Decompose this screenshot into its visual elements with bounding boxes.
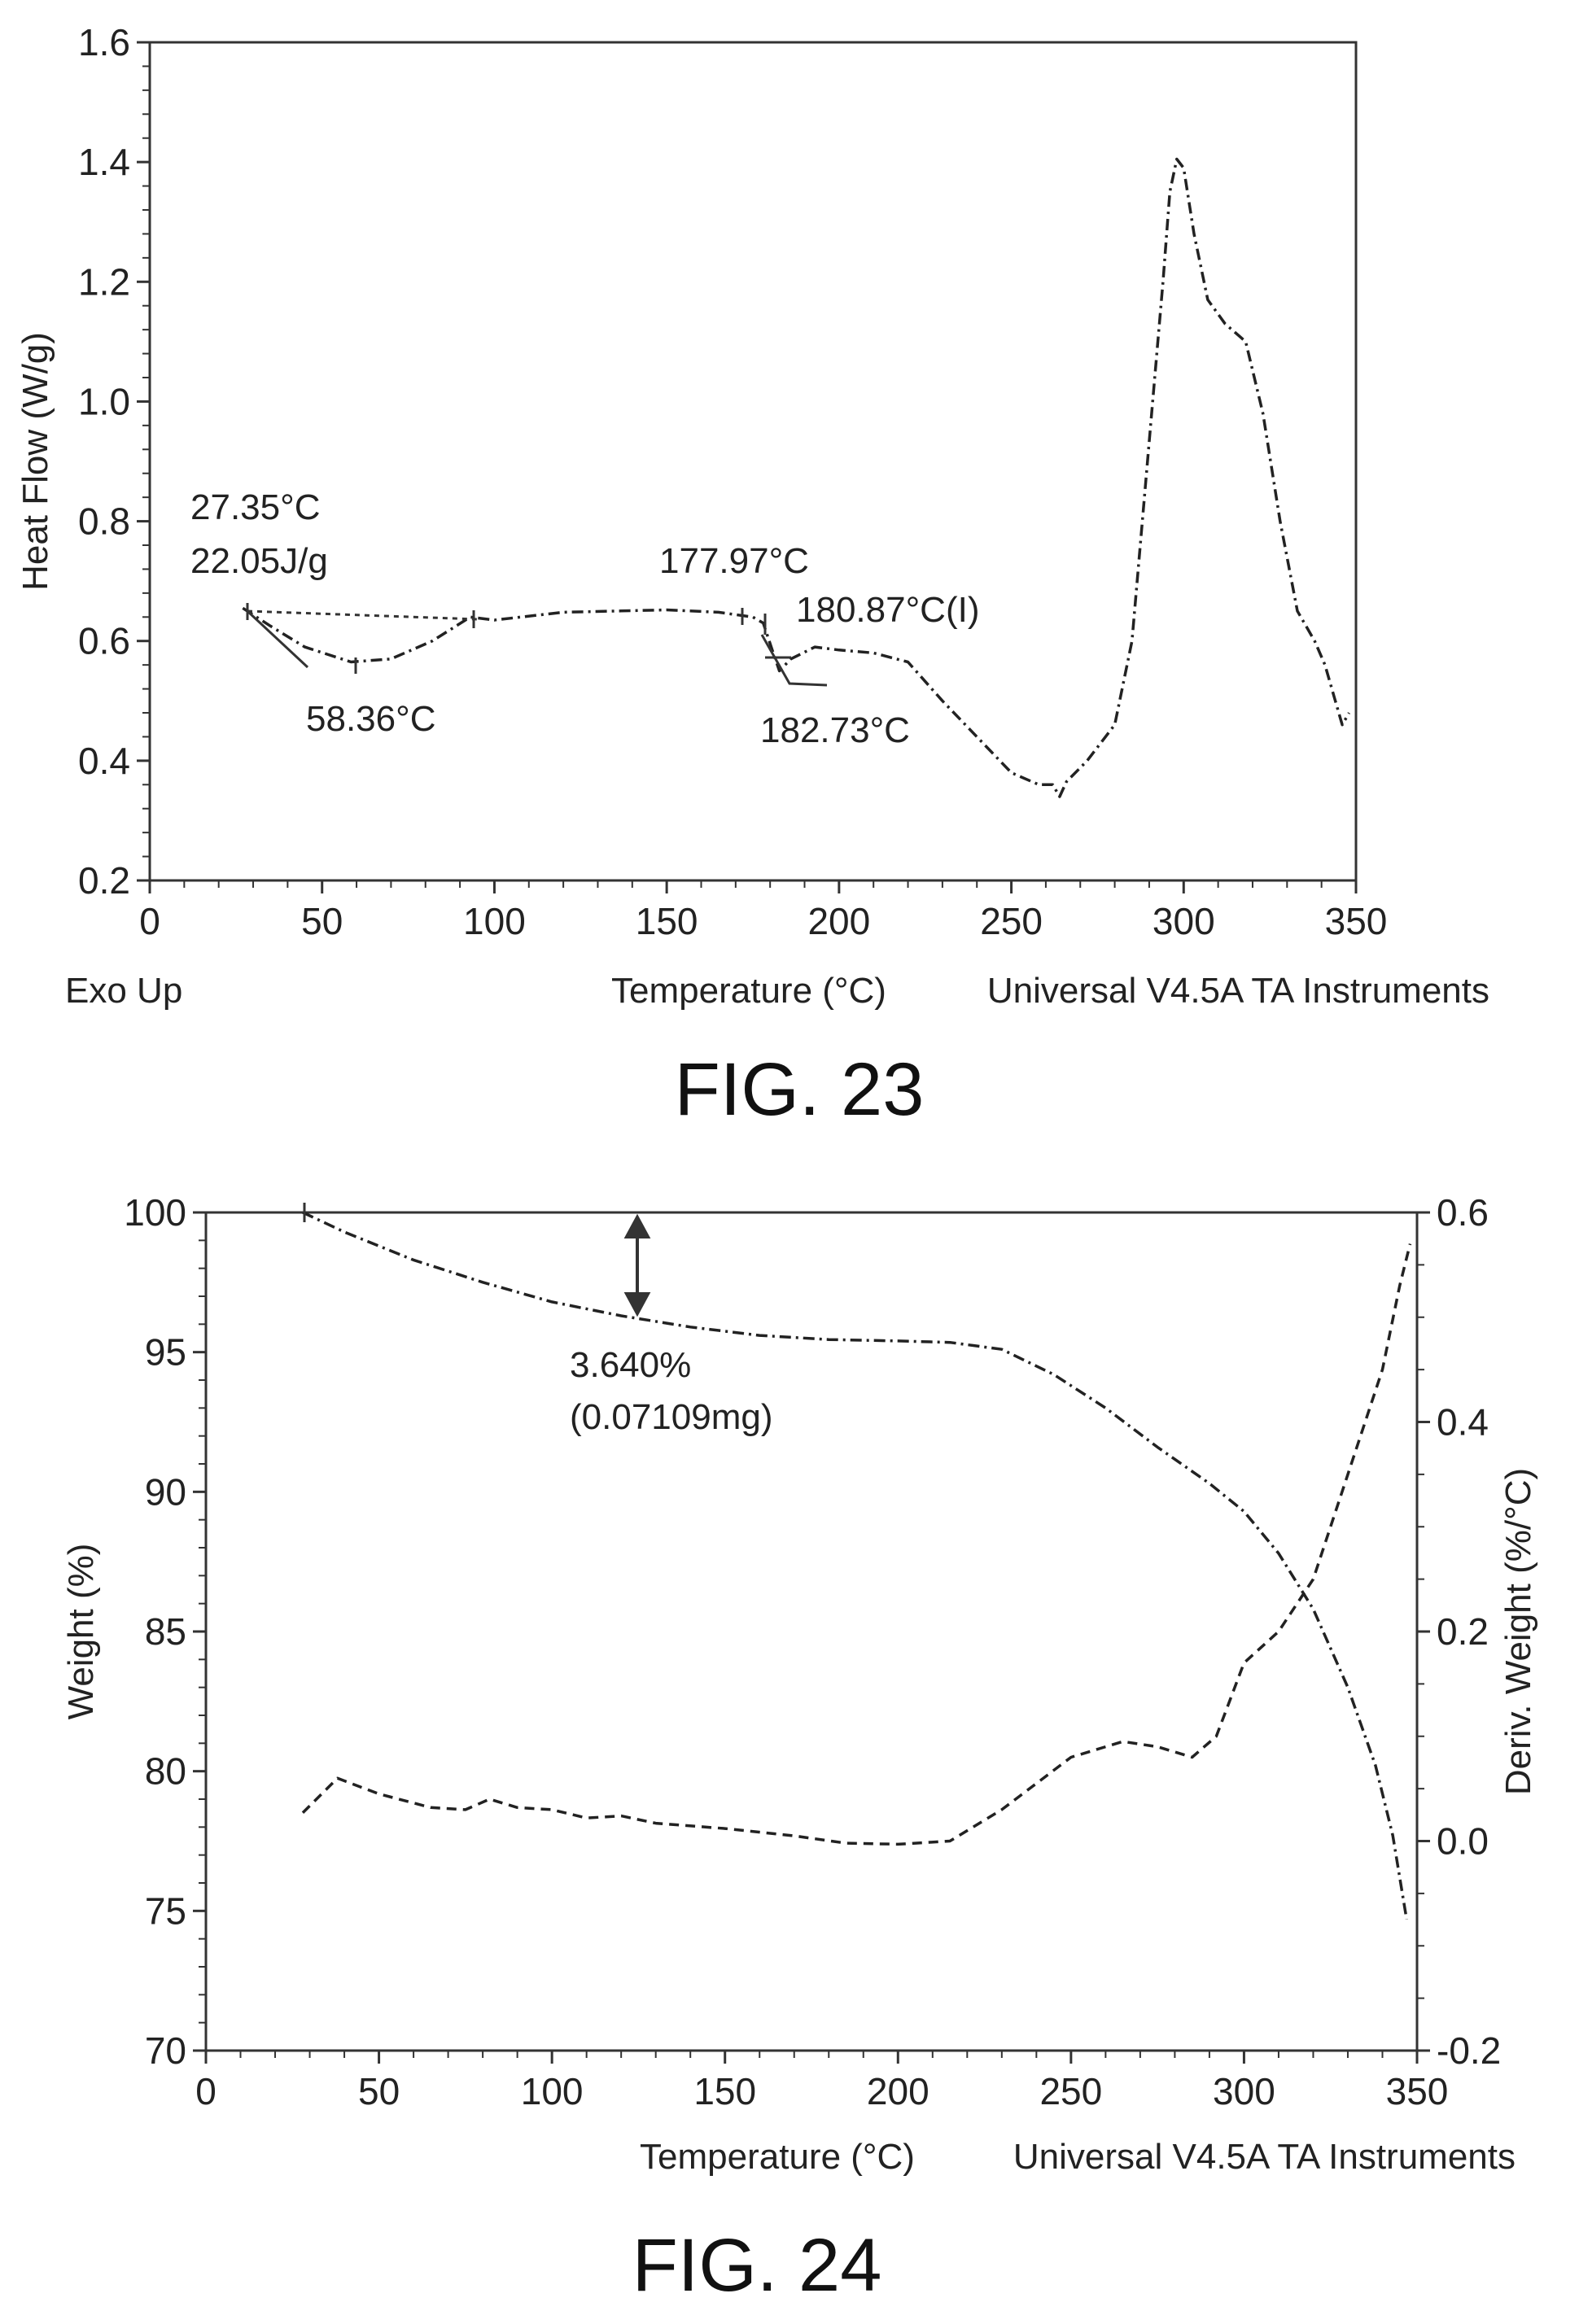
series-line-left-0: [302, 1211, 1408, 1920]
fig23-caption: FIG. 23: [675, 1048, 925, 1131]
x-tick-label: 200: [867, 2070, 929, 2112]
series-line-left-0: [242, 157, 1351, 798]
fig24-chart: 0 50 100 150 200 250 300 350 70 75 80 85 90 95 100 -0…: [61, 1191, 1538, 2307]
y2-tick-label: -0.2: [1437, 2029, 1501, 2072]
fig24-y2-axis-label: Deriv. Weight (%/°C): [1498, 1468, 1538, 1795]
fig23-annotation-inflection: 180.87°C(I): [796, 590, 979, 630]
fig23-chart: 0 50 100 150 200 250 300 350 0.2 0.4 0.6 0.8 1.0 1.2…: [15, 21, 1489, 1131]
y-tick-label: 100: [124, 1191, 186, 1234]
y-tick-label: 90: [145, 1470, 186, 1513]
fig24-weight-loss-arrow: [623, 1213, 651, 1317]
fig23-annotation-peak2: 182.73°C: [760, 710, 910, 750]
x-tick-label: 100: [521, 2070, 584, 2112]
fig23-annotation-onset2: 177.97°C: [659, 541, 809, 581]
y-tick-label: 85: [145, 1610, 186, 1653]
x-tick-label: 350: [1386, 2070, 1449, 2112]
x-tick-label: 200: [807, 900, 870, 942]
fig24-x-axis-label: Temperature (°C): [640, 2137, 915, 2177]
fig24-annotation-weight-loss-mass: (0.07109mg): [570, 1397, 772, 1437]
y-tick-label: 0.6: [78, 620, 130, 662]
fig24-x-tick-labels: 0 50 100 150 200 250 300 350: [195, 2070, 1448, 2112]
fig23-plot-frame: [148, 41, 1358, 882]
fig23-footer-right: Universal V4.5A TA Instruments: [987, 971, 1489, 1011]
y-tick-label: 0.8: [78, 500, 130, 543]
y-tick-label: 1.6: [78, 21, 130, 63]
x-tick-label: 100: [463, 900, 526, 942]
fig24-caption: FIG. 24: [632, 2224, 882, 2307]
fig23-annotation-peak1: 58.36°C: [306, 699, 435, 739]
fig23-tangent-line-2: [760, 634, 828, 687]
y-tick-label: 80: [145, 1750, 186, 1793]
x-tick-label: 0: [195, 2070, 217, 2112]
y-tick-label: 0.2: [78, 859, 130, 902]
y-tick-label: 70: [145, 2029, 186, 2072]
x-tick-label: 0: [139, 900, 160, 942]
fig24-annotation-weight-loss: 3.640%: [570, 1345, 691, 1385]
x-tick-label: 250: [980, 900, 1043, 942]
fig24-y2-tick-labels: -0.2 0.0 0.2 0.4 0.6: [1437, 1191, 1501, 2072]
fig23-baseline-dotted: [247, 609, 478, 621]
series-line-right-1: [301, 1243, 1412, 1846]
fig23-series: [242, 157, 1351, 798]
fig23-annotation-enthalpy: 22.05J/g: [190, 541, 328, 581]
x-tick-label: 150: [693, 2070, 756, 2112]
x-tick-label: 300: [1213, 2070, 1275, 2112]
y2-tick-label: 0.2: [1437, 1610, 1489, 1653]
fig23-tangent-line-1: [246, 609, 309, 669]
y-tick-label: 95: [145, 1331, 186, 1374]
x-tick-label: 50: [358, 2070, 400, 2112]
x-tick-label: 300: [1153, 900, 1215, 942]
y-tick-label: 0.4: [78, 740, 130, 782]
y-tick-label: 1.0: [78, 380, 130, 422]
y-tick-label: 1.4: [78, 141, 130, 183]
fig24-y-tick-labels: 70 75 80 85 90 95 100: [124, 1191, 186, 2072]
fig24-series: [301, 1211, 1412, 1920]
fig23-x-tick-labels: 0 50 100 150 200 250 300 350: [139, 900, 1387, 942]
fig23-y-tick-labels: 0.2 0.4 0.6 0.8 1.0 1.2 1.4 1.6: [78, 21, 130, 902]
fig23-annotation-onset-temp: 27.35°C: [190, 487, 320, 527]
y2-tick-label: 0.4: [1437, 1401, 1489, 1444]
fig24-axis-ticks: [193, 1211, 1430, 2064]
fig23-footer-left: Exo Up: [65, 971, 182, 1011]
y2-tick-label: 0.0: [1437, 1820, 1489, 1863]
x-tick-label: 250: [1039, 2070, 1102, 2112]
y-tick-label: 75: [145, 1889, 186, 1932]
y-tick-label: 1.2: [78, 260, 130, 303]
x-tick-label: 350: [1325, 900, 1388, 942]
fig24-footer-right: Universal V4.5A TA Instruments: [1013, 2137, 1516, 2177]
fig23-x-axis-label: Temperature (°C): [611, 971, 886, 1011]
y2-tick-label: 0.6: [1437, 1191, 1489, 1234]
fig24-y-axis-label: Weight (%): [61, 1544, 101, 1720]
fig23-axis-ticks: [137, 41, 1358, 893]
x-tick-label: 50: [301, 900, 343, 942]
fig23-annotation-marks: [246, 603, 828, 687]
x-tick-label: 150: [636, 900, 698, 942]
fig23-y-axis-label: Heat Flow (W/g): [15, 332, 55, 591]
